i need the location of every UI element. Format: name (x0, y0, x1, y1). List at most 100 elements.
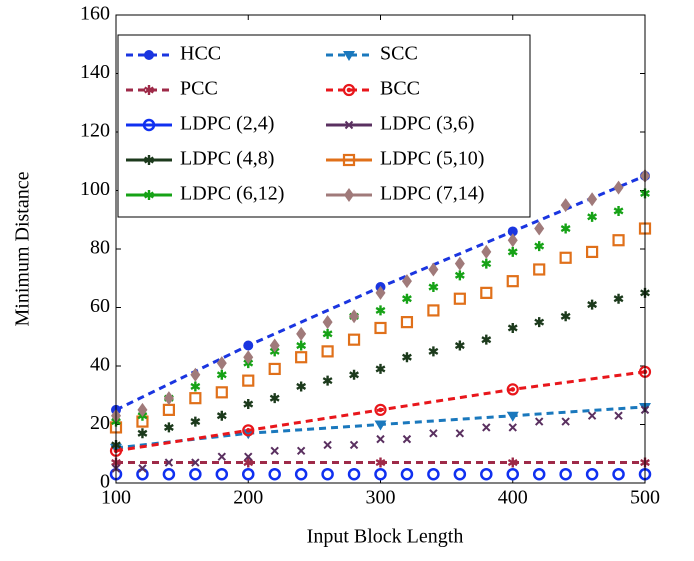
marker (402, 434, 412, 444)
marker (243, 340, 254, 351)
marker (560, 311, 571, 322)
marker (376, 434, 385, 444)
marker (428, 346, 439, 357)
marker (374, 403, 387, 416)
marker (342, 83, 356, 97)
marker (506, 383, 519, 396)
marker (216, 356, 227, 371)
y-axis-label: Minimum Distance (12, 171, 34, 326)
marker (613, 205, 624, 216)
marker (427, 304, 440, 317)
series (111, 188, 650, 427)
marker (137, 402, 148, 417)
marker (190, 416, 201, 427)
marker (559, 251, 572, 264)
x-axis-label: Input Block Length (307, 526, 464, 548)
marker (534, 317, 545, 328)
marker (612, 467, 625, 481)
marker (453, 467, 467, 481)
legend-label: LDPC (5,10) (380, 148, 484, 170)
legend-label: BCC (380, 78, 420, 100)
legend-label: LDPC (6,12) (180, 183, 284, 205)
marker (242, 467, 255, 481)
legend-label: HCC (180, 43, 221, 65)
marker (190, 381, 201, 392)
marker (347, 467, 361, 481)
marker (507, 322, 518, 333)
legend-box (117, 34, 531, 218)
marker (216, 410, 227, 421)
marker (481, 334, 492, 345)
marker (455, 429, 465, 438)
marker (191, 458, 200, 467)
marker (507, 457, 518, 468)
marker (534, 241, 545, 252)
marker (429, 429, 438, 438)
marker (374, 321, 387, 335)
marker (215, 467, 229, 481)
marker (454, 340, 465, 351)
marker (375, 285, 386, 300)
marker (614, 411, 623, 420)
marker (296, 326, 307, 341)
y-tick-label: 100 (80, 178, 110, 200)
marker (534, 417, 544, 426)
marker (137, 428, 148, 439)
marker (321, 467, 334, 481)
marker (296, 340, 307, 351)
marker (269, 338, 280, 353)
marker (506, 275, 519, 288)
marker (587, 299, 598, 310)
legend-label: LDPC (3,6) (380, 113, 474, 135)
marker (270, 446, 279, 456)
marker (243, 457, 254, 468)
marker (349, 369, 359, 380)
marker (427, 467, 440, 481)
marker (613, 293, 624, 304)
marker (532, 467, 546, 481)
marker (144, 85, 154, 95)
marker (269, 393, 280, 404)
series (109, 365, 652, 457)
marker (585, 467, 599, 481)
marker (453, 292, 466, 305)
marker (559, 467, 572, 481)
marker (560, 223, 571, 234)
marker (349, 309, 360, 324)
marker (242, 424, 255, 437)
marker (242, 374, 255, 387)
marker (508, 423, 517, 432)
series (109, 222, 652, 434)
marker (428, 262, 439, 277)
marker (585, 245, 599, 259)
marker (294, 467, 308, 481)
marker (506, 467, 519, 481)
x-tick-label: 200 (233, 487, 263, 509)
marker (162, 467, 176, 481)
marker (144, 190, 154, 200)
marker (375, 457, 386, 468)
marker (507, 233, 518, 248)
y-tick-label: 60 (90, 295, 110, 317)
series (111, 168, 650, 423)
marker (162, 403, 175, 416)
y-tick-label: 140 (80, 61, 110, 83)
marker (217, 452, 227, 461)
marker (481, 244, 492, 259)
legend-label: LDPC (4,8) (180, 148, 274, 170)
marker (613, 180, 624, 195)
marker (480, 286, 493, 299)
marker (507, 226, 518, 237)
y-tick-label: 80 (90, 237, 110, 259)
marker (344, 188, 354, 202)
marker (454, 270, 465, 281)
marker (612, 234, 625, 247)
marker (296, 381, 307, 392)
marker (190, 367, 201, 382)
plot-frame (115, 14, 646, 484)
marker (243, 350, 254, 365)
y-tick-label: 160 (80, 3, 110, 25)
marker (189, 392, 202, 405)
marker (322, 328, 333, 339)
legend-label: LDPC (7,14) (380, 183, 484, 205)
